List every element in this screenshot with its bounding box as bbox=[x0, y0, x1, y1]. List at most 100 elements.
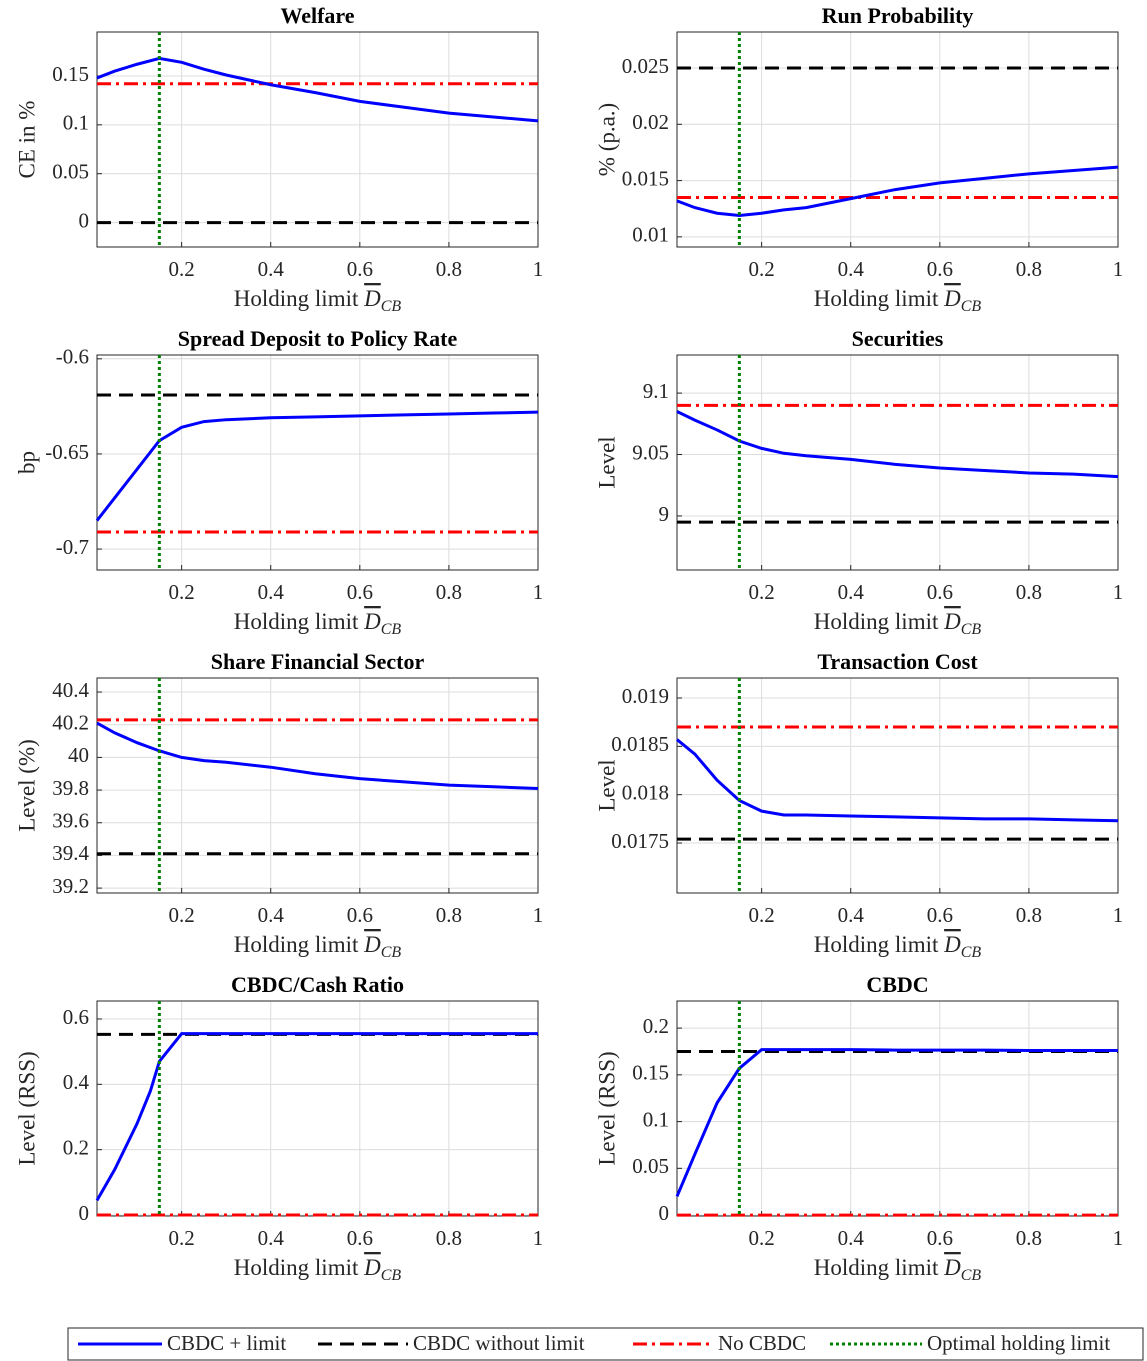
x-axis-label-subscript: CB bbox=[961, 298, 982, 315]
y-tick-label: 0.1 bbox=[63, 111, 89, 135]
x-tick-label: 0.2 bbox=[169, 1226, 195, 1250]
x-tick-label: 0.8 bbox=[1016, 903, 1042, 927]
x-tick-label: 0.2 bbox=[169, 257, 195, 281]
panel: 0 0.05 0.1 0.15 0.2 0.4 0.6 0.8 1 Welfare CE in % H… bbox=[14, 3, 543, 315]
panel-title: Share Financial Sector bbox=[211, 649, 425, 674]
data-line bbox=[676, 165, 1119, 217]
x-tick-label: 0.4 bbox=[258, 1226, 285, 1250]
x-axis-label-symbol: D bbox=[363, 932, 381, 957]
data-line bbox=[675, 1048, 1118, 1197]
y-axis-label: Level (RSS) bbox=[14, 1051, 39, 1165]
x-tick-label: 0.2 bbox=[169, 580, 195, 604]
data-line bbox=[95, 1032, 538, 1202]
y-tick-label: 0.2 bbox=[63, 1135, 89, 1159]
x-tick-label: 0.2 bbox=[749, 903, 775, 927]
panel-title: CBDC bbox=[866, 972, 928, 997]
plot-area bbox=[677, 1001, 1118, 1216]
y-tick-label: 0.05 bbox=[52, 160, 89, 184]
y-tick-label: 40 bbox=[68, 743, 89, 767]
y-tick-label: 0 bbox=[79, 208, 90, 232]
x-axis-label-symbol: D bbox=[943, 1255, 961, 1280]
y-tick-label: 39.4 bbox=[52, 841, 89, 865]
x-axis-label-subscript: CB bbox=[961, 1267, 982, 1284]
legend: CBDC + limit CBDC without limit No CBDC Opt… bbox=[67, 1327, 1144, 1361]
y-tick-label: -0.6 bbox=[56, 345, 89, 369]
y-tick-label: 0.015 bbox=[622, 166, 669, 190]
y-tick-label: 0.025 bbox=[622, 54, 669, 78]
x-tick-label: 1 bbox=[1113, 580, 1124, 604]
x-axis-label-subscript: CB bbox=[381, 944, 402, 961]
plot-area bbox=[97, 32, 538, 247]
data-line bbox=[96, 721, 539, 790]
y-tick-label: 9 bbox=[659, 502, 670, 526]
x-axis-label-symbol: D bbox=[943, 286, 961, 311]
y-tick-label: 39.2 bbox=[52, 874, 89, 898]
y-tick-label: 0.018 bbox=[622, 780, 669, 804]
y-axis-label: Level bbox=[594, 759, 619, 811]
x-tick-label: 0.6 bbox=[927, 903, 953, 927]
plot-frame bbox=[96, 31, 539, 248]
x-axis-label-symbol: D bbox=[363, 286, 381, 311]
panel-title: Securities bbox=[852, 326, 944, 351]
y-tick-label: 0.0175 bbox=[611, 829, 669, 853]
x-tick-label: 0.4 bbox=[838, 580, 865, 604]
x-axis-label: Holding limit DCB bbox=[814, 932, 982, 960]
legend-box bbox=[67, 1327, 1144, 1361]
y-tick-label: -0.65 bbox=[45, 440, 89, 464]
panel: 0.0175 0.018 0.0185 0.019 0.2 0.4 0.6 0.8 1 Trans… bbox=[594, 649, 1123, 961]
y-tick-label: 0 bbox=[659, 1201, 670, 1225]
y-tick-label: 0.4 bbox=[63, 1070, 90, 1094]
x-axis-label-text: Holding limit bbox=[814, 1255, 939, 1280]
legend-label: CBDC without limit bbox=[413, 1331, 585, 1355]
x-tick-label: 0.6 bbox=[927, 580, 953, 604]
x-tick-label: 0.6 bbox=[347, 903, 373, 927]
y-tick-label: 40.2 bbox=[52, 711, 89, 735]
panel: 9 9.05 9.1 0.2 0.4 0.6 0.8 1 Securities Level Hold… bbox=[594, 326, 1123, 638]
x-axis-label: Holding limit DCB bbox=[814, 1255, 982, 1283]
plot-area bbox=[97, 1001, 538, 1216]
data-line bbox=[676, 738, 1119, 823]
x-tick-label: 0.4 bbox=[258, 580, 285, 604]
plot-area bbox=[677, 678, 1118, 893]
y-axis-label: bp bbox=[14, 451, 39, 474]
x-axis-label-text: Holding limit bbox=[234, 609, 359, 634]
x-tick-label: 0.8 bbox=[436, 580, 462, 604]
x-tick-label: 0.2 bbox=[749, 580, 775, 604]
x-tick-label: 0.2 bbox=[749, 257, 775, 281]
x-axis-label-subscript: CB bbox=[381, 621, 402, 638]
x-axis-label-symbol: D bbox=[363, 1255, 381, 1280]
x-axis-label: Holding limit DCB bbox=[814, 609, 982, 637]
panel-title: Spread Deposit to Policy Rate bbox=[178, 326, 458, 351]
x-tick-label: 1 bbox=[1113, 257, 1124, 281]
x-tick-label: 0.8 bbox=[1016, 1226, 1042, 1250]
x-tick-label: 1 bbox=[533, 257, 544, 281]
x-axis-label-text: Holding limit bbox=[814, 932, 939, 957]
panel: 0 0.2 0.4 0.6 0.2 0.4 0.6 0.8 1 CBDC/Cash Ratio Le… bbox=[14, 972, 543, 1284]
x-tick-label: 0.6 bbox=[927, 257, 953, 281]
y-axis-label: Level bbox=[594, 436, 619, 488]
x-tick-label: 0.4 bbox=[838, 257, 865, 281]
x-tick-label: 0.8 bbox=[436, 1226, 462, 1250]
plot-frame bbox=[676, 677, 1119, 894]
x-axis-label: Holding limit DCB bbox=[234, 286, 402, 314]
x-axis-label-symbol: D bbox=[943, 609, 961, 634]
x-tick-label: 0.8 bbox=[436, 903, 462, 927]
x-tick-label: 0.4 bbox=[838, 903, 865, 927]
y-tick-label: 0.6 bbox=[63, 1005, 89, 1029]
y-axis-label: Level (RSS) bbox=[594, 1051, 619, 1165]
plot-frame bbox=[676, 354, 1119, 571]
x-axis-label-text: Holding limit bbox=[814, 286, 939, 311]
legend-label: No CBDC bbox=[718, 1331, 806, 1355]
panel-title: Transaction Cost bbox=[817, 649, 978, 674]
x-tick-label: 0.6 bbox=[347, 580, 373, 604]
plot-area bbox=[97, 355, 538, 570]
y-axis-label: CE in % bbox=[14, 101, 39, 179]
x-tick-label: 0.4 bbox=[258, 257, 285, 281]
data-line bbox=[95, 410, 539, 522]
x-tick-label: 1 bbox=[1113, 903, 1124, 927]
y-tick-label: 0 bbox=[79, 1201, 90, 1225]
x-axis-label: Holding limit DCB bbox=[814, 286, 982, 314]
x-tick-label: 1 bbox=[533, 1226, 544, 1250]
y-tick-label: 0.02 bbox=[632, 110, 669, 134]
